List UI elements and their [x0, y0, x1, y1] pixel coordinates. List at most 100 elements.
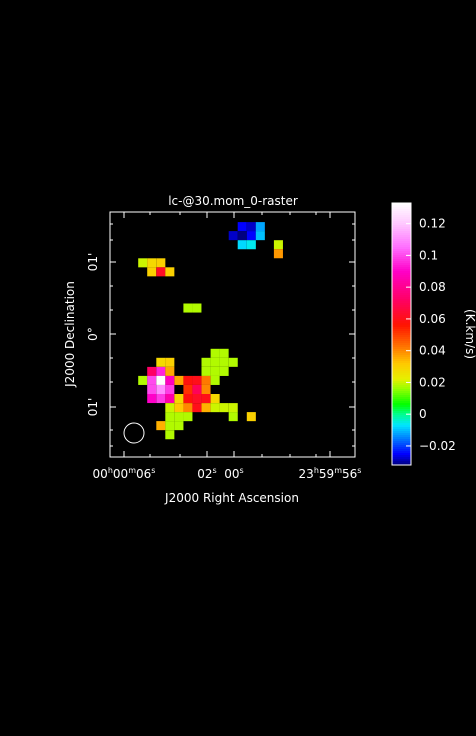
- heatmap-pixel: [156, 366, 166, 376]
- colorbar-step: [392, 365, 411, 368]
- colorbar-step: [392, 223, 411, 226]
- colorbar-step: [392, 403, 411, 406]
- heatmap-pixel: [237, 222, 247, 232]
- colorbar-step: [392, 247, 411, 250]
- heatmap-pixel: [147, 375, 157, 385]
- colorbar-step: [392, 269, 411, 272]
- heatmap-pixel: [183, 303, 193, 313]
- colorbar-step: [392, 343, 411, 346]
- heatmap-pixel: [156, 258, 166, 268]
- colorbar-step: [392, 317, 411, 320]
- colorbar-step: [392, 393, 411, 396]
- colorbar-step: [392, 433, 411, 436]
- colorbar-step: [392, 411, 411, 414]
- colorbar-step: [392, 323, 411, 326]
- colorbar-step: [392, 219, 411, 222]
- beam-ellipse: [123, 422, 145, 444]
- heatmap-pixel: [183, 403, 193, 413]
- colorbar-step: [392, 375, 411, 378]
- x-tick-label: 02s: [197, 466, 216, 481]
- heatmap-pixel: [165, 357, 175, 367]
- colorbar-step: [392, 275, 411, 278]
- heatmap-pixel: [246, 240, 256, 250]
- heatmap-pixel: [237, 240, 247, 250]
- colorbar-step: [392, 361, 411, 364]
- heatmap-pixel: [201, 357, 211, 367]
- colorbar-tick-label: 0.06: [419, 312, 446, 326]
- colorbar-step: [392, 307, 411, 310]
- colorbar-step: [392, 391, 411, 394]
- colorbar-step: [392, 289, 411, 292]
- colorbar-step: [392, 309, 411, 312]
- heatmap-pixel: [138, 258, 148, 268]
- heatmap-pixel: [183, 412, 193, 422]
- colorbar-step: [392, 351, 411, 354]
- colorbar-step: [392, 341, 411, 344]
- colorbar-step: [392, 349, 411, 352]
- heatmap-pixel: [156, 267, 166, 277]
- colorbar-step: [392, 421, 411, 424]
- colorbar-step: [392, 305, 411, 308]
- colorbar-step: [392, 225, 411, 228]
- colorbar-step: [392, 221, 411, 224]
- heatmap-pixel: [165, 430, 175, 440]
- colorbar-step: [392, 347, 411, 350]
- heatmap-pixel: [183, 375, 193, 385]
- colorbar-step: [392, 205, 411, 208]
- colorbar-step: [392, 235, 411, 238]
- heatmap-pixel: [165, 403, 175, 413]
- colorbar-step: [392, 285, 411, 288]
- colorbar-step: [392, 401, 411, 404]
- colorbar-step: [392, 339, 411, 342]
- colorbar-step: [392, 373, 411, 376]
- colorbar-step: [392, 443, 411, 446]
- colorbar-step: [392, 461, 411, 464]
- heatmap-pixel: [165, 412, 175, 422]
- colorbar-step: [392, 261, 411, 264]
- heatmap-pixel: [273, 240, 283, 250]
- colorbar-step: [392, 227, 411, 230]
- heatmap-pixel: [228, 231, 238, 241]
- heatmap-pixel: [183, 385, 193, 395]
- colorbar-step: [392, 405, 411, 408]
- colorbar-step: [392, 333, 411, 336]
- heatmap-pixel: [219, 403, 229, 413]
- heatmap-pixel: [273, 249, 283, 259]
- colorbar-step: [392, 441, 411, 444]
- colorbar-step: [392, 459, 411, 462]
- colorbar-step: [392, 315, 411, 318]
- colorbar-label: (K.km/s): [463, 309, 476, 359]
- heatmap-pixel: [192, 394, 202, 404]
- heatmap-pixel: [174, 421, 184, 431]
- heatmap-pixel: [201, 375, 211, 385]
- colorbar-step: [392, 303, 411, 306]
- colorbar-step: [392, 283, 411, 286]
- colorbar-step: [392, 439, 411, 442]
- y-tick-label: 01': [86, 253, 100, 272]
- heatmap-pixel: [192, 403, 202, 413]
- heatmap-pixel: [228, 412, 238, 422]
- colorbar-step: [392, 423, 411, 426]
- colorbar-tick-label: 0: [419, 407, 427, 421]
- colorbar-step: [392, 279, 411, 282]
- colorbar-step: [392, 355, 411, 358]
- heatmap-pixel: [147, 366, 157, 376]
- colorbar-step: [392, 209, 411, 212]
- colorbar-step: [392, 277, 411, 280]
- colorbar-step: [392, 243, 411, 246]
- heatmap-pixel: [219, 366, 229, 376]
- colorbar-step: [392, 249, 411, 252]
- heatmap-pixel: [246, 231, 256, 241]
- colorbar-tick-label: 0.08: [419, 280, 446, 294]
- heatmap-pixel: [147, 385, 157, 395]
- colorbar-step: [392, 253, 411, 256]
- colorbar-step: [392, 273, 411, 276]
- colorbar-step: [392, 293, 411, 296]
- colorbar-step: [392, 449, 411, 452]
- colorbar-step: [392, 379, 411, 382]
- colorbar-step: [392, 233, 411, 236]
- colorbar-step: [392, 263, 411, 266]
- heatmap-pixel: [246, 412, 256, 422]
- colorbar-step: [392, 371, 411, 374]
